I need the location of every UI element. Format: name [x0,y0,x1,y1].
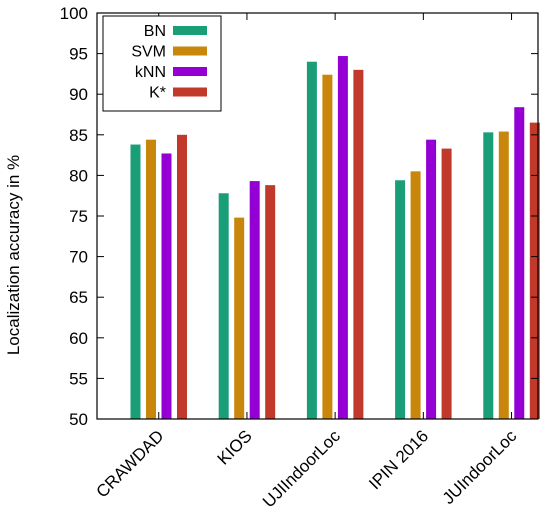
bar-svm-juindoorloc [498,131,509,419]
y-tick-label: 60 [69,329,88,348]
x-tick-label: JUIndoorLoc [439,426,521,508]
bar-k-ipin2016 [441,148,452,419]
bar-bn-juindoorloc [483,132,494,419]
bar-bn-crawdad [130,144,141,419]
bar-knn-ipin2016 [426,139,437,419]
legend-swatch [173,26,207,35]
bar-k-crawdad [176,134,187,420]
y-tick-label: 55 [69,369,88,388]
bar-k-ujiindoorloc [353,69,364,419]
y-tick-label: 95 [69,45,88,64]
y-tick-label: 75 [69,207,88,226]
bar-k-kios [265,185,276,419]
bar-svm-ujiindoorloc [322,74,333,419]
y-tick-label: 65 [69,288,88,307]
bar-knn-kios [249,181,260,419]
bar-bn-ipin2016 [395,180,406,419]
y-tick-label: 50 [69,410,88,429]
bar-svm-crawdad [145,139,156,419]
x-tick-label: KIOS [214,426,256,468]
bar-bn-kios [218,193,229,419]
y-tick-label: 100 [60,4,88,23]
y-axis-title: Localization accuracy in % [4,155,23,355]
bar-knn-crawdad [161,153,172,419]
legend: BN SVM kNN K* [102,15,222,112]
legend-label: K* [149,85,166,102]
x-tick-label: CRAWDAD [92,426,167,501]
x-tick-label: UJIIndoorLoc [259,426,344,511]
y-tick-label: 70 [69,248,88,267]
x-tick-label: IPIN 2016 [365,426,432,493]
y-tick-label: 90 [69,85,88,104]
bar-knn-ujiindoorloc [337,56,348,419]
legend-swatch [173,46,207,56]
bars-group [130,56,540,420]
legend-swatch [173,87,207,97]
y-tick-label: 80 [69,166,88,185]
legend-swatch [173,67,207,76]
bar-bn-ujiindoorloc [306,61,317,419]
bar-svm-kios [234,217,245,419]
y-tick-label: 85 [69,126,88,145]
bar-knn-juindoorloc [514,107,525,419]
bar-k-juindoorloc [529,122,540,420]
legend-label: BN [144,23,166,40]
legend-label: kNN [135,64,166,81]
legend-label: SVM [131,44,166,61]
bar-svm-ipin2016 [410,171,421,419]
